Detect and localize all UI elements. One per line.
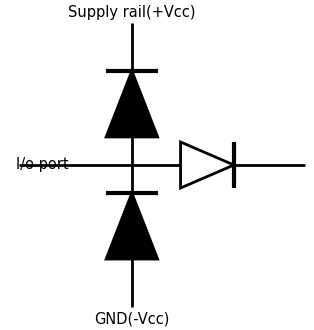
Polygon shape — [106, 71, 158, 137]
Polygon shape — [106, 193, 158, 259]
Text: Supply rail(+Vcc): Supply rail(+Vcc) — [68, 5, 196, 20]
Text: I/o port: I/o port — [16, 157, 68, 173]
Text: GND(-Vcc): GND(-Vcc) — [94, 312, 170, 327]
Polygon shape — [181, 142, 234, 188]
